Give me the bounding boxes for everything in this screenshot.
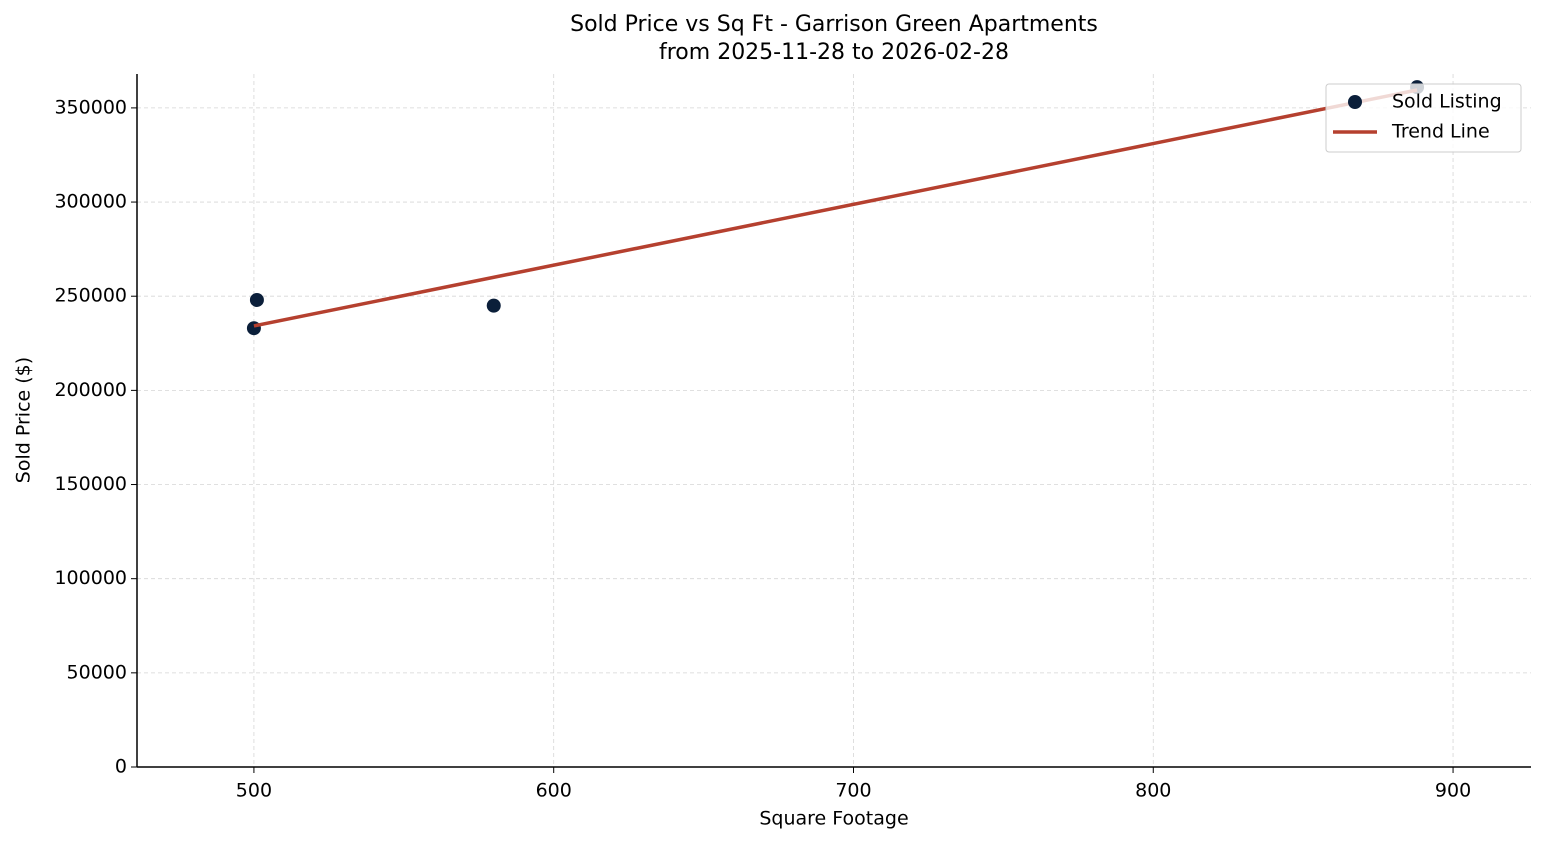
chart-title: Sold Price vs Sq Ft - Garrison Green Apa…	[570, 12, 1098, 37]
legend-label: Sold Listing	[1392, 91, 1502, 113]
legend: Sold Listing Trend Line	[1325, 83, 1522, 153]
point	[249, 292, 264, 307]
trend-line	[253, 88, 1418, 328]
y-axis-label: Sold Price ($)	[13, 357, 35, 483]
y-tick-label: 250000	[54, 285, 127, 307]
y-tick-label: 150000	[54, 473, 127, 495]
legend-box	[1325, 83, 1522, 153]
y-tick-label: 100000	[54, 567, 127, 589]
x-tick-label: 900	[1435, 780, 1471, 802]
x-tick-label: 700	[835, 780, 871, 802]
x-axis-label: Square Footage	[759, 808, 908, 830]
y-tick-label: 350000	[54, 96, 127, 118]
y-tick-label: 200000	[54, 379, 127, 401]
chart-subtitle: from 2025-11-28 to 2026-02-28	[659, 40, 1009, 65]
y-tick-label: 0	[115, 756, 127, 778]
y-tick-label: 50000	[67, 661, 127, 683]
legend-marker	[1348, 95, 1362, 109]
y-tick-label: 300000	[54, 191, 127, 213]
x-tick-label: 800	[1135, 780, 1171, 802]
legend-label: Trend Line	[1391, 121, 1490, 143]
point	[486, 298, 501, 313]
x-tick-label: 500	[236, 780, 272, 802]
x-tick-label: 600	[536, 780, 572, 802]
